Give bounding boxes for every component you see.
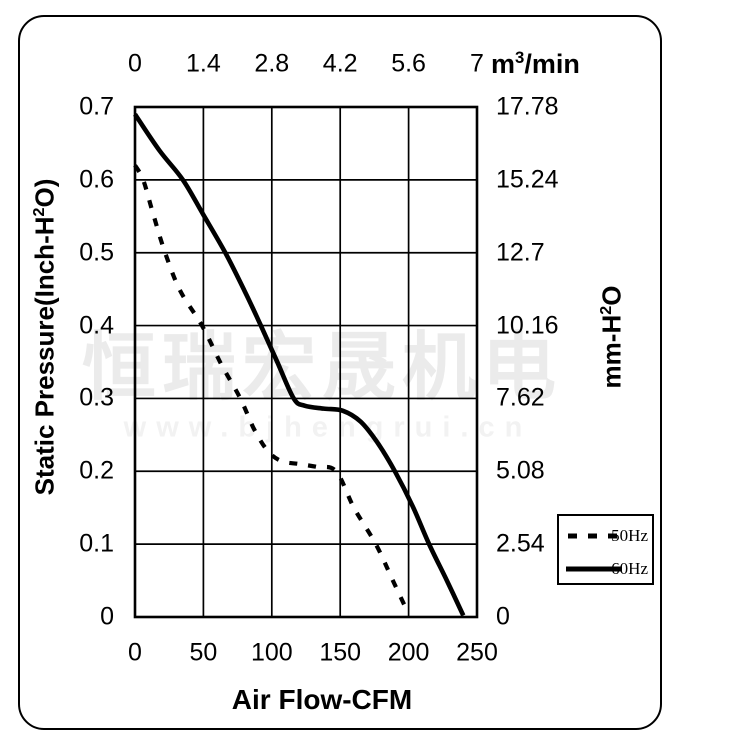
grid-lines — [133, 105, 479, 619]
legend: 50Hz 60Hz — [557, 514, 654, 585]
curve-50hz — [133, 164, 408, 610]
legend-row-50hz: 50Hz — [559, 524, 652, 548]
legend-label-60hz: 60Hz — [611, 559, 648, 578]
legend-label-50hz: 50Hz — [611, 526, 648, 545]
solid-line-sample — [566, 566, 622, 572]
curves — [133, 113, 466, 617]
watermark-url: www.bjhengrui.cn — [123, 411, 533, 444]
dashed-line-sample — [568, 533, 618, 539]
legend-row-60hz: 60Hz — [559, 557, 652, 581]
curve-60hz — [133, 113, 466, 617]
